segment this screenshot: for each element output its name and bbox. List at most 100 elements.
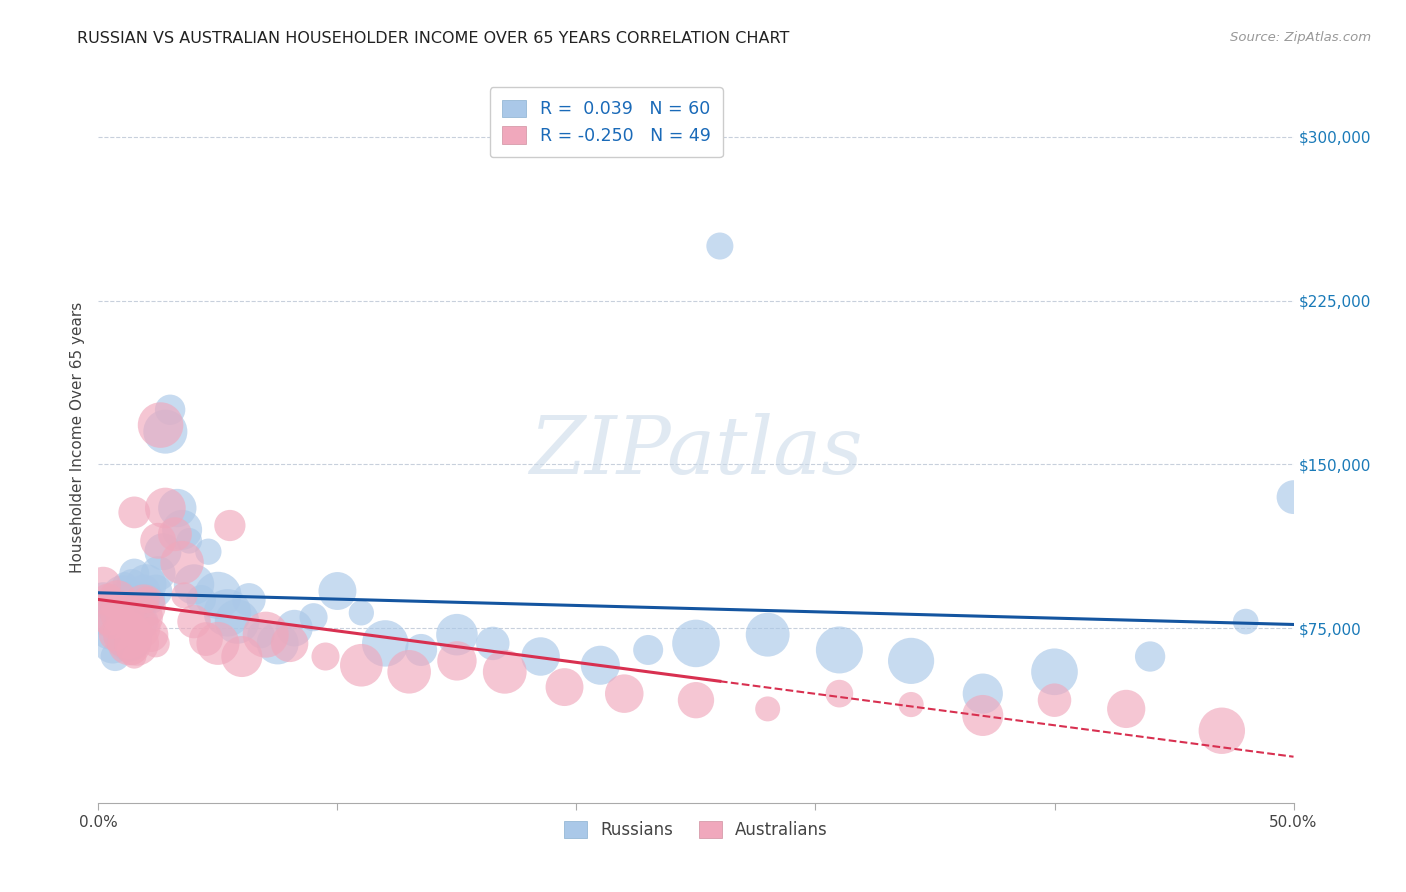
Point: [124, 566, 146, 581]
Point: [302, 610, 325, 624]
Point: [149, 418, 172, 433]
Point: [135, 592, 157, 607]
Point: [1139, 649, 1161, 664]
Point: [155, 501, 177, 516]
Point: [107, 592, 129, 607]
Point: [128, 621, 150, 635]
Text: Source: ZipAtlas.com: Source: ZipAtlas.com: [1230, 31, 1371, 45]
Point: [1043, 665, 1066, 679]
Point: [145, 584, 167, 599]
Y-axis label: Householder Income Over 65 years: Householder Income Over 65 years: [69, 301, 84, 573]
Point: [108, 599, 131, 614]
Point: [446, 628, 468, 642]
Point: [132, 599, 155, 614]
Point: [267, 636, 290, 650]
Point: [98, 621, 122, 635]
Point: [207, 636, 229, 650]
Point: [481, 636, 505, 650]
Legend: Russians, Australians: Russians, Australians: [557, 814, 835, 846]
Point: [828, 687, 851, 701]
Point: [238, 592, 260, 607]
Point: [972, 687, 994, 701]
Point: [326, 584, 349, 599]
Point: [350, 658, 373, 673]
Point: [166, 501, 188, 516]
Point: [1234, 615, 1257, 629]
Point: [118, 632, 141, 646]
Point: [900, 698, 922, 712]
Point: [183, 615, 205, 629]
Point: [118, 636, 141, 650]
Point: [159, 402, 181, 417]
Point: [104, 649, 127, 664]
Point: [101, 615, 124, 629]
Point: [530, 649, 553, 664]
Point: [128, 615, 150, 629]
Point: [121, 577, 143, 591]
Point: [179, 533, 201, 548]
Point: [900, 654, 922, 668]
Point: [1115, 702, 1137, 716]
Point: [756, 628, 779, 642]
Point: [207, 588, 229, 602]
Point: [132, 584, 155, 599]
Point: [828, 643, 851, 657]
Point: [685, 636, 707, 650]
Point: [139, 592, 162, 607]
Point: [1043, 693, 1066, 707]
Point: [135, 577, 157, 591]
Point: [1282, 490, 1305, 504]
Point: [148, 566, 170, 581]
Point: [125, 636, 148, 650]
Point: [494, 665, 516, 679]
Point: [115, 621, 138, 635]
Point: [231, 649, 253, 664]
Point: [219, 518, 242, 533]
Point: [152, 545, 174, 559]
Point: [163, 527, 186, 541]
Point: [145, 636, 167, 650]
Point: [131, 610, 153, 624]
Point: [283, 621, 305, 635]
Point: [190, 592, 212, 607]
Point: [374, 636, 396, 650]
Point: [685, 693, 707, 707]
Point: [250, 628, 273, 642]
Point: [278, 636, 301, 650]
Point: [589, 658, 612, 673]
Point: [637, 643, 659, 657]
Point: [195, 632, 218, 646]
Point: [315, 649, 337, 664]
Point: [972, 708, 994, 723]
Point: [111, 588, 134, 602]
Point: [107, 628, 129, 642]
Point: [107, 592, 129, 607]
Point: [411, 643, 433, 657]
Point: [197, 545, 219, 559]
Point: [125, 606, 148, 620]
Point: [709, 239, 731, 253]
Point: [91, 577, 114, 591]
Point: [124, 649, 146, 664]
Point: [121, 643, 143, 657]
Point: [131, 592, 153, 607]
Point: [398, 665, 420, 679]
Point: [446, 654, 468, 668]
Point: [91, 592, 114, 607]
Point: [101, 636, 124, 650]
Text: RUSSIAN VS AUSTRALIAN HOUSEHOLDER INCOME OVER 65 YEARS CORRELATION CHART: RUSSIAN VS AUSTRALIAN HOUSEHOLDER INCOME…: [77, 31, 790, 46]
Point: [254, 628, 277, 642]
Point: [104, 628, 127, 642]
Point: [756, 702, 779, 716]
Point: [183, 577, 205, 591]
Point: [114, 577, 136, 591]
Point: [217, 606, 239, 620]
Point: [613, 687, 636, 701]
Point: [1211, 723, 1233, 738]
Point: [350, 606, 373, 620]
Point: [108, 610, 131, 624]
Point: [139, 628, 162, 642]
Point: [124, 505, 146, 519]
Point: [173, 588, 195, 602]
Point: [98, 606, 122, 620]
